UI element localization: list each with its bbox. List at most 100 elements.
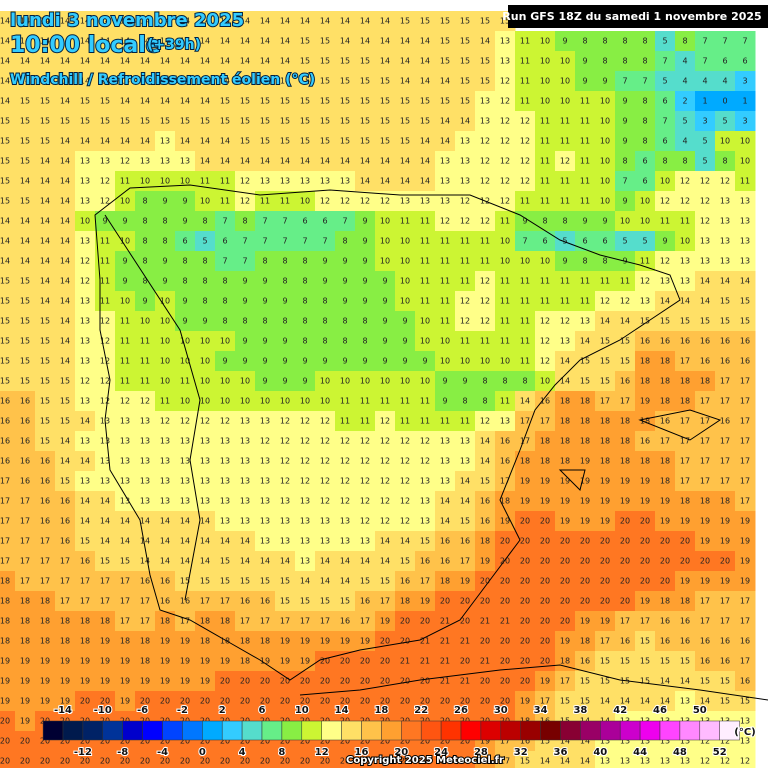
cell-value: 1	[702, 97, 707, 106]
cell-value: 12	[340, 457, 350, 466]
cell-value: 18	[240, 637, 250, 646]
cell-value: 14	[60, 197, 70, 206]
cell-value: 15	[440, 37, 450, 46]
cell-value: 14	[80, 137, 90, 146]
cell-value: 9	[282, 357, 287, 366]
heat-cell	[355, 31, 376, 52]
cell-value: 14	[140, 517, 150, 526]
heat-cell	[455, 91, 476, 112]
heat-cell	[655, 91, 676, 112]
cell-value: 18	[640, 457, 650, 466]
cell-value: 12	[680, 177, 690, 186]
cell-value: 12	[400, 477, 410, 486]
heat-cell	[435, 91, 456, 112]
heat-cell	[315, 71, 336, 92]
cell-value: 15	[640, 657, 650, 666]
cell-value: 8	[602, 257, 607, 266]
cell-value: 14	[60, 437, 70, 446]
cell-value: 17	[60, 557, 70, 566]
cell-value: 15	[340, 57, 350, 66]
cell-value: 20	[540, 537, 550, 546]
cell-value: 11	[500, 277, 510, 286]
cell-value: 19	[740, 557, 750, 566]
heat-cell	[635, 191, 656, 212]
cell-value: 5	[662, 77, 667, 86]
heat-cell	[175, 131, 196, 152]
heat-cell	[95, 111, 116, 132]
cell-value: 16	[740, 677, 750, 686]
heat-cell	[555, 131, 576, 152]
heat-cell	[35, 51, 56, 72]
cell-value: 20	[540, 517, 550, 526]
heat-cell	[395, 31, 416, 52]
cell-value: 11	[520, 297, 530, 306]
cell-value: 15	[300, 597, 310, 606]
heat-cell	[195, 51, 216, 72]
cell-value: 15	[100, 117, 110, 126]
cell-value: 13	[660, 277, 670, 286]
cell-value: 13	[280, 537, 290, 546]
cell-value: 9	[142, 297, 147, 306]
cell-value: 8	[302, 317, 307, 326]
cell-value: 14	[160, 517, 170, 526]
cell-value: 20	[540, 557, 550, 566]
heat-cell	[235, 131, 256, 152]
cell-value: 14	[480, 457, 490, 466]
cell-value: 17	[60, 597, 70, 606]
cell-value: 19	[100, 677, 110, 686]
cell-value: 19	[720, 537, 730, 546]
cell-value: 11	[520, 57, 530, 66]
cell-value: 18	[80, 617, 90, 626]
heat-cell	[615, 51, 636, 72]
cell-value: 13	[240, 497, 250, 506]
heat-cell	[75, 11, 96, 32]
heat-cell	[575, 51, 596, 72]
heat-cell	[215, 71, 236, 92]
cell-value: 12	[520, 177, 530, 186]
legend-label: 34	[534, 705, 548, 716]
cell-value: 16	[620, 637, 630, 646]
cell-value: 19	[600, 617, 610, 626]
cell-value: 9	[262, 337, 267, 346]
cell-value: 13	[420, 477, 430, 486]
heat-cell	[355, 111, 376, 132]
cell-value: 11	[220, 177, 230, 186]
heat-cell	[515, 71, 536, 92]
cell-value: 9	[262, 297, 267, 306]
cell-value: 15	[720, 697, 730, 706]
cell-value: 9	[382, 317, 387, 326]
cell-value: 11	[460, 417, 470, 426]
cell-value: 14	[320, 157, 330, 166]
cell-value: 4	[682, 57, 687, 66]
cell-value: 9	[362, 277, 367, 286]
cell-value: 18	[0, 617, 10, 626]
cell-value: 20	[560, 557, 570, 566]
cell-value: 10	[520, 257, 530, 266]
cell-value: 15	[40, 437, 50, 446]
heat-cell	[355, 131, 376, 152]
cell-value: 17	[60, 577, 70, 586]
cell-value: 20	[540, 657, 550, 666]
cell-value: 8	[322, 317, 327, 326]
cell-value: 10	[140, 177, 150, 186]
heat-cell	[435, 11, 456, 32]
cell-value: 11	[460, 277, 470, 286]
cell-value: 6	[182, 237, 187, 246]
cell-value: 19	[220, 657, 230, 666]
cell-value: 15	[0, 177, 10, 186]
cell-value: 12	[380, 497, 390, 506]
heat-cell	[275, 51, 296, 72]
heat-cell	[595, 151, 616, 172]
cell-value: 20	[620, 597, 630, 606]
cell-value: 15	[380, 117, 390, 126]
cell-value: 12	[380, 417, 390, 426]
cell-value: 8	[582, 37, 587, 46]
cell-value: 7	[722, 37, 727, 46]
cell-value: 17	[40, 577, 50, 586]
cell-value: 7	[642, 77, 647, 86]
cell-value: 8	[142, 237, 147, 246]
cell-value: 15	[0, 277, 10, 286]
cell-value: 19	[280, 637, 290, 646]
cell-value: 8	[582, 257, 587, 266]
cell-value: 11	[580, 157, 590, 166]
